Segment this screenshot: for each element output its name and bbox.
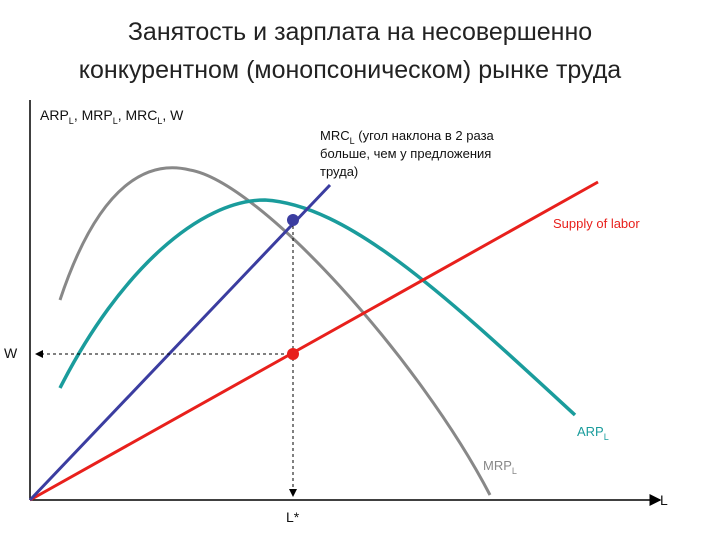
arp-label: ARPL — [577, 424, 609, 442]
mrc-mrp-point — [287, 214, 299, 226]
mrp-label: MRPL — [483, 458, 517, 476]
mrp-curve — [58, 166, 492, 496]
w-label: W — [4, 345, 18, 361]
title-line: конкурентном (монопсоническом) рынке тру… — [79, 56, 621, 84]
supply-label: Supply of labor — [553, 216, 640, 231]
y-axis-label: ARPL, MRPL, MRCL, W — [40, 107, 184, 126]
supply-line — [29, 180, 599, 502]
x-axis-label: L — [660, 492, 668, 508]
title-line: Занятость и зарплата на несовершенно — [128, 18, 592, 46]
arp-curve — [58, 198, 577, 417]
equilibrium-point — [287, 348, 299, 360]
l-star-label: L* — [286, 509, 300, 525]
mrc-label: MRCL (угол наклона в 2 раза больше, чем у… — [320, 128, 495, 179]
mrc-line — [28, 183, 332, 502]
